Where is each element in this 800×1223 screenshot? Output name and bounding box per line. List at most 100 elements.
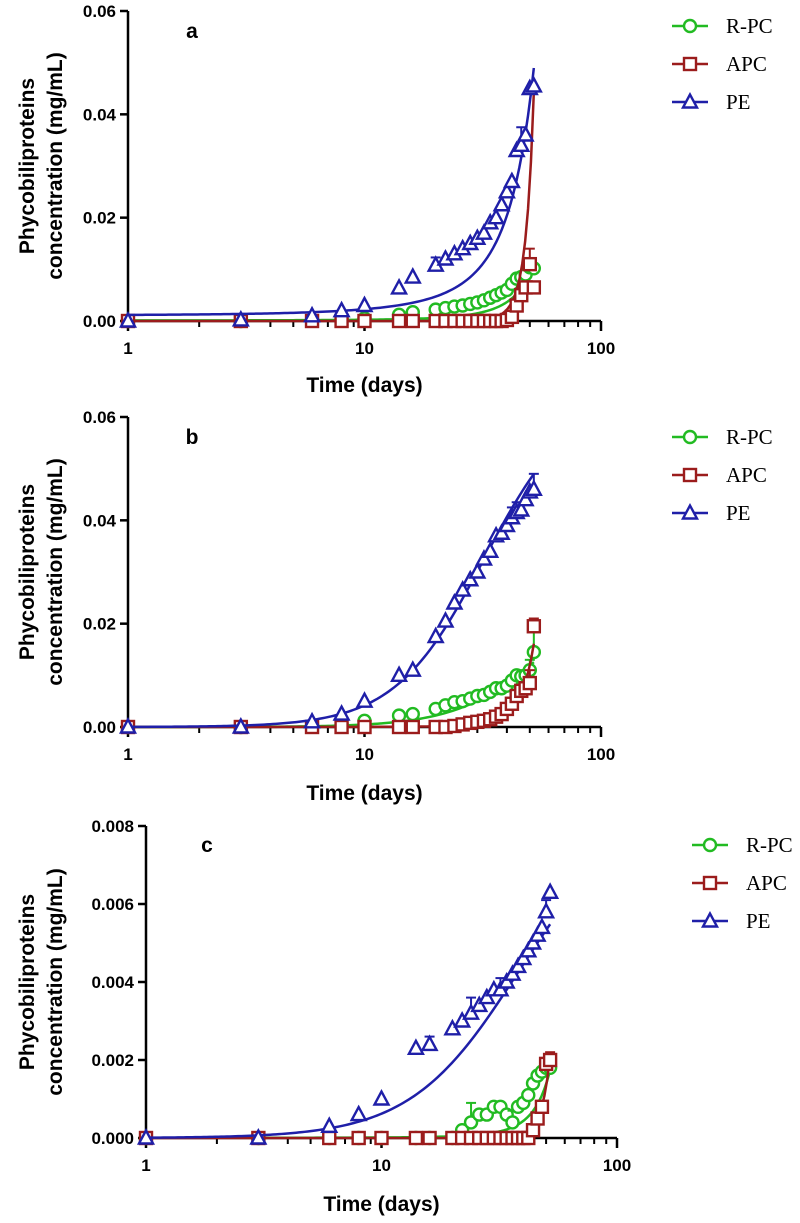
fit-curve: [145, 923, 552, 1139]
legend: R-PC APC PE: [672, 14, 773, 114]
data-point: [526, 280, 542, 295]
legend-label: PE: [726, 90, 751, 114]
legend-label: APC: [726, 52, 767, 76]
data-point: [503, 964, 522, 981]
legend-label: R-PC: [726, 14, 773, 38]
data-point: [118, 310, 138, 328]
y-tick-label: 0.06: [83, 408, 116, 427]
fit-curve: [128, 643, 536, 729]
panel-label: a: [186, 20, 198, 43]
data-point: [249, 1127, 268, 1145]
data-point: [136, 1127, 156, 1145]
y-tick-label: 0.04: [83, 105, 117, 124]
legend-item-r-pc: R-PC: [672, 425, 773, 449]
legend-item-r-pc: R-PC: [692, 833, 793, 857]
data-point: [497, 515, 516, 533]
legend-label: APC: [746, 871, 787, 895]
legend: R-PC APC PE: [692, 833, 793, 933]
data-point: [497, 181, 516, 199]
data-point: [334, 719, 349, 735]
data-point: [468, 561, 487, 579]
data-point: [481, 541, 500, 559]
legend-marker: [680, 91, 700, 109]
data-point: [509, 956, 528, 974]
data-point: [541, 882, 560, 899]
data-point: [406, 1038, 425, 1056]
data-point: [390, 277, 409, 295]
legend-item-pe: PE: [692, 909, 771, 933]
data-point: [542, 1052, 558, 1068]
data-point: [514, 948, 533, 966]
data-point: [524, 75, 543, 93]
legend-marker: [702, 875, 718, 891]
x-axis-label: Time (days): [306, 374, 422, 397]
legend-label: PE: [746, 909, 771, 933]
fit-curve: [128, 92, 536, 323]
legend-label: PE: [726, 501, 751, 525]
x-tick-label: 10: [372, 1156, 391, 1175]
x-tick-label: 1: [123, 745, 132, 764]
data-point: [528, 925, 547, 942]
y-tick-label: 0.008: [91, 817, 134, 836]
data-point: [453, 580, 472, 597]
series-pe: [118, 472, 543, 734]
data-point: [355, 691, 374, 708]
data-point: [461, 569, 480, 587]
legend-item-apc: APC: [672, 463, 767, 487]
fit-curve: [127, 67, 536, 317]
data-point: [492, 523, 511, 540]
data-point: [505, 1115, 520, 1130]
x-tick-label: 100: [587, 745, 615, 764]
series-apc: [120, 92, 542, 329]
data-point: [526, 619, 542, 634]
data-point: [231, 716, 250, 734]
data-point: [445, 592, 464, 610]
data-point: [357, 313, 372, 329]
data-point: [351, 1130, 366, 1146]
data-point: [372, 1088, 391, 1106]
x-axis-label: Time (days): [323, 1193, 439, 1216]
data-point: [436, 611, 455, 628]
data-point: [497, 971, 516, 989]
x-tick-label: 100: [587, 339, 615, 358]
data-point: [420, 1034, 439, 1052]
data-point: [525, 1122, 541, 1138]
data-point: [405, 313, 420, 329]
panel-label: c: [201, 834, 213, 857]
data-point: [426, 626, 445, 644]
data-point: [530, 1111, 545, 1126]
data-point: [443, 1018, 462, 1036]
legend-item-apc: APC: [672, 52, 767, 76]
data-point: [522, 675, 538, 691]
data-point: [422, 1130, 437, 1146]
data-point: [516, 489, 535, 507]
data-point: [462, 1003, 481, 1020]
data-point: [524, 479, 543, 497]
data-point: [524, 932, 543, 950]
y-tick-label: 0.002: [91, 1051, 134, 1070]
data-point: [487, 207, 506, 225]
data-point: [405, 719, 420, 735]
data-point: [403, 660, 422, 677]
legend-item-apc: APC: [692, 871, 787, 895]
legend-marker: [682, 18, 698, 34]
y-tick-label: 0.00: [83, 312, 116, 331]
y-tick-label: 0.02: [83, 615, 116, 634]
x-tick-label: 1: [141, 1156, 150, 1175]
chart-panel-a: 0.00 0.02 0.04 0.06 1 10 100 Time (days) Phycobi…: [16, 2, 773, 397]
x-tick-label: 1: [123, 339, 132, 358]
data-point: [405, 706, 420, 722]
x-tick-label: 10: [355, 339, 374, 358]
legend-item-pe: PE: [672, 501, 751, 525]
data-point: [349, 1104, 368, 1122]
y-tick-label: 0.004: [91, 973, 134, 992]
data-point: [303, 711, 322, 729]
legend-item-pe: PE: [672, 90, 751, 114]
series-apc: [120, 617, 542, 735]
data-point: [512, 135, 531, 153]
data-point: [474, 549, 493, 566]
legend-marker: [700, 910, 720, 928]
data-point: [374, 1130, 389, 1146]
y-axis-label-line2: concentration (mg/mL): [44, 458, 67, 686]
